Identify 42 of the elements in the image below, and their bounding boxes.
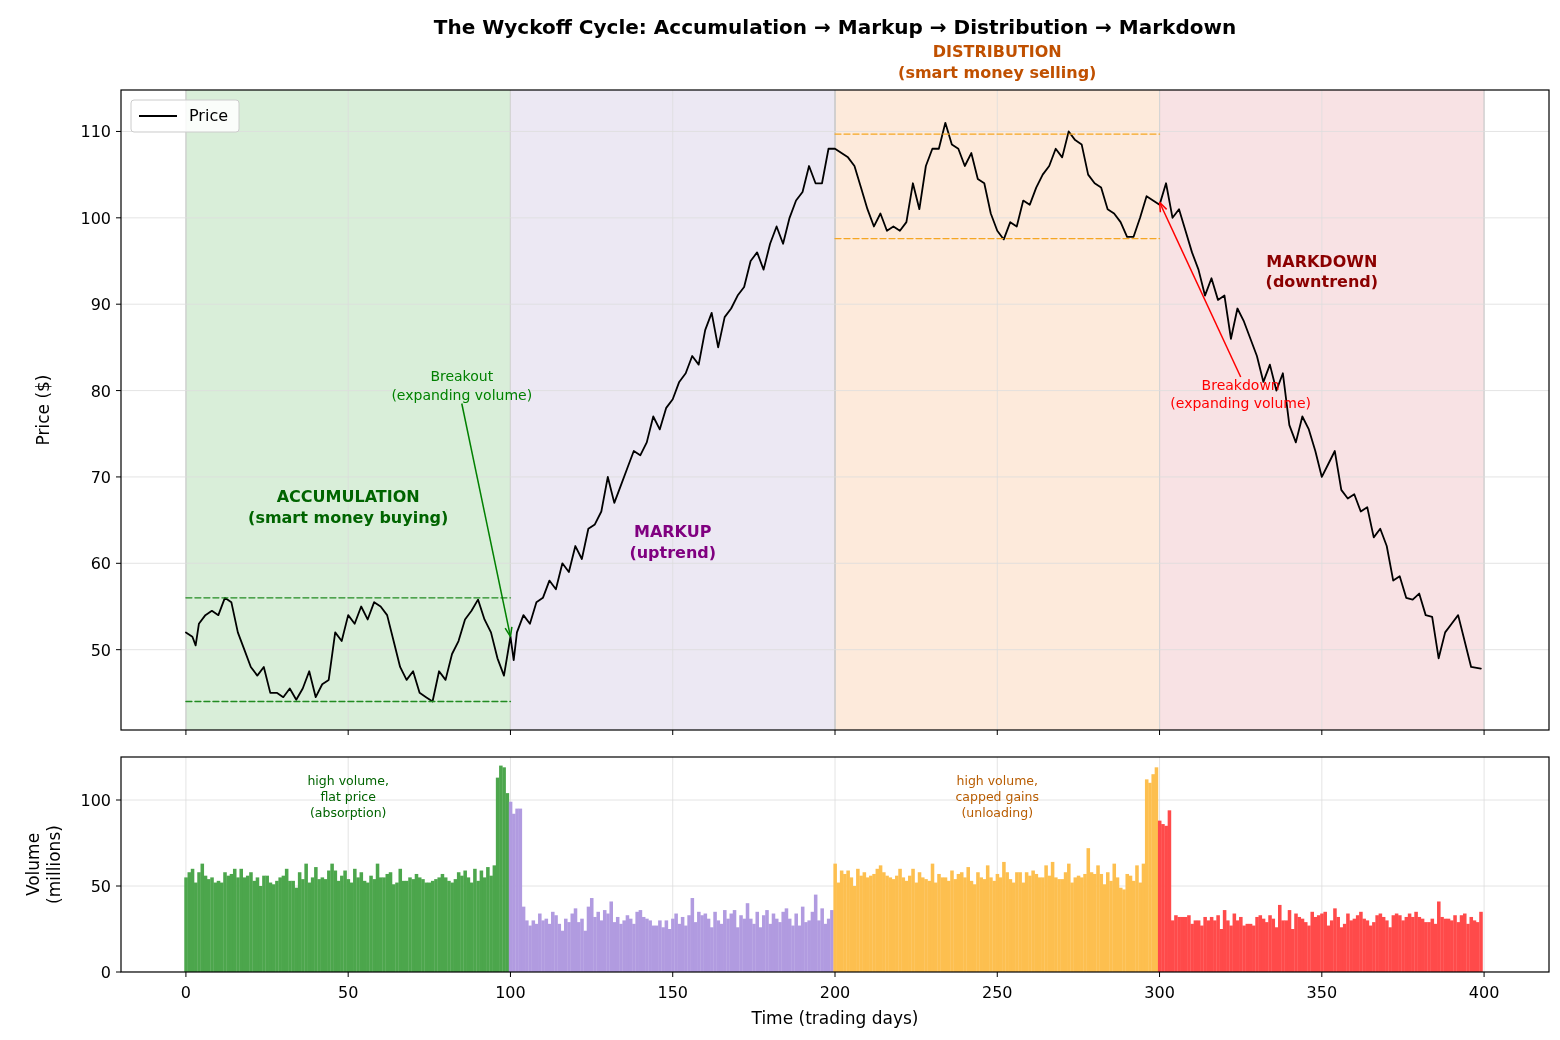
x-tick-label: 400	[1468, 983, 1500, 1002]
x-tick-label: 50	[338, 983, 359, 1002]
annotation: high volume, capped gains (unloading)	[955, 772, 1040, 821]
x-tick-label: 300	[1144, 983, 1175, 1002]
x-tick-label: 100	[495, 983, 526, 1002]
legend-label: Price	[189, 106, 229, 125]
bar	[589, 898, 594, 972]
bar	[1310, 911, 1315, 972]
x-tick-label: 150	[657, 983, 688, 1002]
y-tick-label: 0	[100, 963, 111, 982]
x-tick-label: 0	[180, 983, 191, 1002]
y-tick-label: 90	[90, 295, 111, 315]
y-tick-label: 110	[80, 122, 111, 142]
bar	[398, 868, 403, 972]
x-tick-label: 200	[819, 983, 851, 1002]
y-axis-title: Price ($)	[33, 374, 53, 446]
y-axis-title: Volume (millions)	[23, 825, 64, 904]
y-tick-label: 60	[90, 554, 111, 574]
bar	[755, 911, 760, 972]
x-tick-label: 250	[982, 983, 1013, 1002]
y-tick-label: 70	[90, 467, 111, 487]
bar	[1479, 911, 1483, 972]
bar	[609, 901, 613, 972]
bar	[1469, 916, 1474, 972]
bar	[1437, 901, 1441, 972]
x-axis-title: Time (trading days)	[750, 1008, 919, 1028]
x-tick-label: 350	[1306, 983, 1338, 1002]
bar	[833, 863, 837, 972]
y-tick-label: 80	[90, 381, 111, 401]
y-tick-label: 50	[90, 640, 111, 660]
annotation: MARKUP (uptrend)	[629, 521, 717, 562]
annotation: ACCUMULATION (smart money buying)	[248, 487, 449, 528]
line-series	[185, 121, 1482, 703]
annotation: high volume, flat price (absorption)	[307, 772, 389, 821]
text: DISTRIBUTION (smart money selling)	[898, 42, 1097, 82]
annotation: Breakout (expanding volume)	[391, 368, 533, 403]
y-tick-label: 50	[90, 877, 111, 896]
y-tick-label: 100	[80, 208, 111, 228]
chart-title: The Wyckoff Cycle: Accumulation → Markup → Distribution → Markdown	[433, 15, 1237, 39]
y-tick-label: 100	[80, 791, 111, 810]
annotation: MARKDOWN (downtrend)	[1265, 251, 1379, 292]
bar	[1112, 863, 1117, 972]
